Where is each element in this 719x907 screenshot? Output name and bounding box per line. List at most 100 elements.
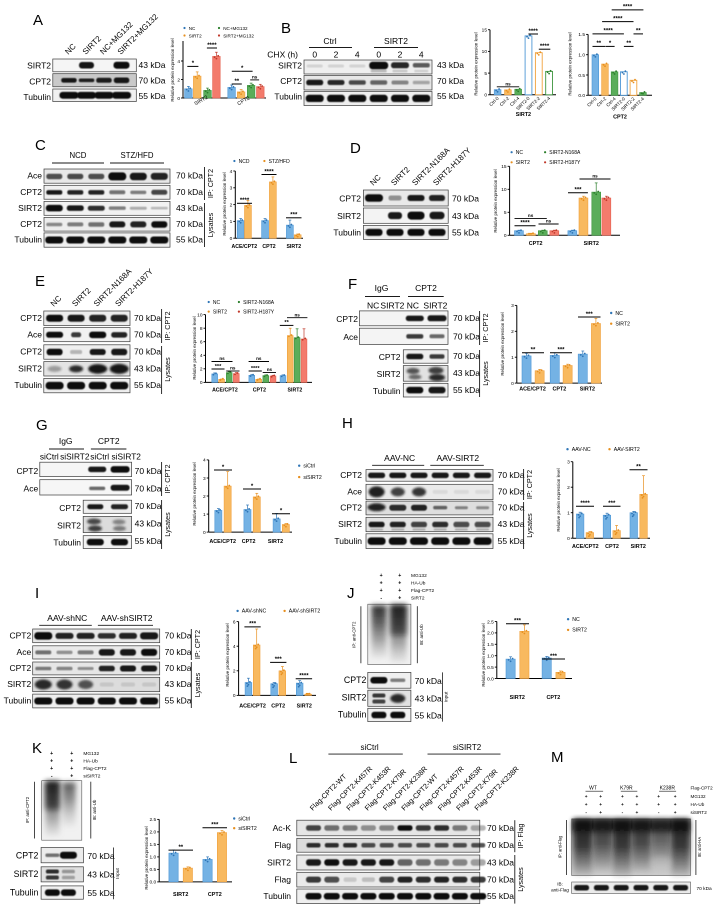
svg-text:SIRT2: SIRT2 (18, 363, 42, 373)
svg-text:siSIRT2: siSIRT2 (112, 452, 142, 462)
svg-text:SIRT2: SIRT2 (342, 693, 367, 703)
svg-text:Relative protein expression le: Relative protein expression level (481, 623, 486, 686)
svg-text:+: + (380, 588, 383, 594)
svg-text:10: 10 (197, 312, 203, 318)
svg-text:IgG: IgG (375, 283, 389, 293)
svg-text:Tubulin: Tubulin (14, 380, 42, 390)
svg-text:*: * (241, 66, 244, 72)
svg-text:10: 10 (482, 49, 488, 55)
svg-text:4: 4 (200, 353, 203, 359)
svg-text:0: 0 (230, 236, 233, 242)
svg-text:IP: CPT2: IP: CPT2 (481, 313, 490, 342)
svg-text:43 kDa: 43 kDa (176, 203, 203, 213)
svg-text:SIRT2: SIRT2 (411, 596, 425, 602)
svg-text:NC: NC (189, 26, 196, 31)
svg-text:K238R: K238R (660, 786, 676, 792)
svg-text:**: ** (284, 320, 289, 326)
svg-text:ns: ns (267, 367, 273, 372)
svg-text:+: + (380, 573, 383, 579)
svg-text:****: **** (264, 169, 274, 175)
svg-text:Lysates: Lysates (525, 513, 534, 538)
svg-text:Ace: Ace (343, 332, 358, 342)
svg-text:Ctrl-4: Ctrl-4 (509, 95, 521, 107)
svg-text:70 kDa: 70 kDa (134, 313, 161, 323)
svg-text:Ctrl-2: Ctrl-2 (596, 96, 608, 108)
svg-text:A: A (33, 12, 43, 29)
svg-text:Tubulin: Tubulin (10, 888, 39, 898)
svg-text:70 kDa: 70 kDa (176, 171, 203, 181)
svg-text:siSIRT2: siSIRT2 (303, 475, 321, 481)
svg-text:+: + (674, 811, 677, 816)
svg-text:+: + (50, 751, 53, 757)
svg-text:SIRT2: SIRT2 (580, 387, 595, 393)
svg-text:70 kDa: 70 kDa (452, 194, 479, 204)
svg-text:Flag-CPT2: Flag-CPT2 (691, 786, 714, 791)
svg-text:ACE/CPT2: ACE/CPT2 (212, 388, 238, 394)
svg-text:+: + (398, 596, 401, 602)
svg-text:Input: Input (444, 691, 450, 702)
svg-text:43 kDa: 43 kDa (452, 211, 479, 221)
svg-text:55 kDa: 55 kDa (452, 228, 479, 238)
svg-text:55 kDa: 55 kDa (139, 91, 166, 101)
svg-text:*: * (192, 61, 195, 67)
svg-text:Lysates: Lysates (481, 361, 490, 386)
svg-text:-: - (658, 811, 660, 816)
svg-text:CPT2: CPT2 (262, 244, 275, 250)
svg-text:SIRT2: SIRT2 (268, 539, 283, 545)
svg-text:F: F (348, 276, 357, 293)
svg-text:55 kDa: 55 kDa (498, 536, 525, 546)
svg-text:siSIRT2: siSIRT2 (83, 774, 100, 780)
svg-text:10: 10 (501, 187, 507, 193)
svg-text:***: *** (275, 657, 283, 663)
svg-text:ns: ns (505, 81, 511, 86)
svg-text:SIRT2: SIRT2 (288, 388, 303, 394)
svg-text:70 kDa: 70 kDa (134, 329, 161, 339)
svg-text:IB: anti-HA: IB: anti-HA (697, 837, 702, 857)
svg-text:Tubulin: Tubulin (23, 92, 51, 102)
svg-text:AAV-SIRT2: AAV-SIRT2 (614, 447, 640, 453)
svg-text:CPT2: CPT2 (340, 503, 362, 513)
svg-text:+: + (635, 795, 638, 800)
svg-text:2.0: 2.0 (150, 830, 157, 836)
svg-text:IB:: IB: (557, 882, 563, 887)
svg-text:15: 15 (501, 164, 507, 170)
svg-text:0.0: 0.0 (150, 880, 157, 886)
svg-text:SIRT2: SIRT2 (516, 112, 531, 118)
svg-text:Ace: Ace (17, 647, 32, 657)
svg-text:1: 1 (511, 355, 514, 361)
svg-text:1.5: 1.5 (150, 842, 157, 848)
svg-text:2.5: 2.5 (150, 817, 157, 823)
svg-text:1.0: 1.0 (150, 855, 157, 861)
svg-text:H: H (342, 415, 353, 432)
svg-text:55 kDa: 55 kDa (134, 380, 161, 390)
svg-text:SIRT2: SIRT2 (377, 369, 401, 379)
svg-text:Input: Input (115, 867, 121, 878)
svg-text:ns: ns (219, 356, 225, 361)
svg-text:43 kDa: 43 kDa (134, 363, 161, 373)
svg-text:****: **** (251, 366, 261, 372)
svg-text:4: 4 (177, 59, 180, 65)
svg-text:CPT2: CPT2 (415, 283, 437, 293)
svg-text:SIRT2: SIRT2 (337, 211, 361, 221)
svg-text:+: + (621, 795, 624, 800)
svg-text:43 kDa: 43 kDa (437, 60, 464, 70)
svg-text:2: 2 (203, 494, 206, 500)
svg-text:***: *** (608, 501, 616, 507)
svg-text:70 kDa: 70 kDa (453, 332, 480, 342)
svg-text:0: 0 (200, 380, 203, 386)
svg-text:CPT2: CPT2 (9, 663, 31, 673)
svg-text:70 kDa: 70 kDa (87, 851, 114, 861)
svg-text:-: - (622, 811, 624, 816)
svg-text:2: 2 (230, 202, 233, 208)
svg-text:Tubulin: Tubulin (4, 696, 32, 706)
svg-text:Relative protein expression le: Relative protein expression level (556, 468, 561, 531)
svg-text:1: 1 (203, 512, 206, 518)
svg-text:CPT2: CPT2 (529, 241, 543, 247)
svg-text:6: 6 (200, 340, 203, 346)
svg-text:0.5: 0.5 (150, 867, 157, 873)
svg-text:4: 4 (203, 458, 206, 464)
svg-text:2: 2 (567, 485, 570, 491)
svg-text:Flag-CPT2: Flag-CPT2 (411, 588, 435, 594)
svg-text:+: + (70, 751, 73, 757)
svg-text:8: 8 (200, 326, 203, 332)
